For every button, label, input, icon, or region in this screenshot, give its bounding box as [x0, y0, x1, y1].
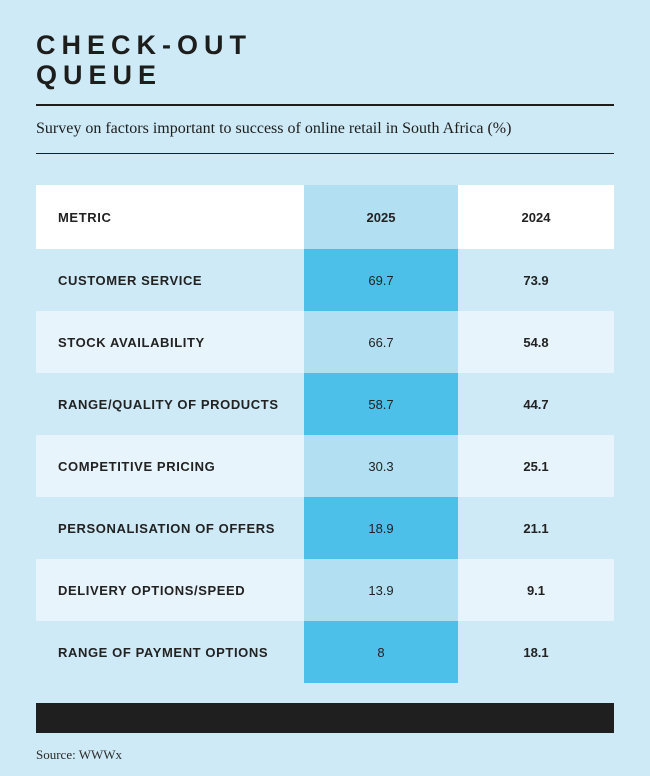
row-value-2024: 18.1 — [523, 644, 549, 660]
row-metric-label: STOCK AVAILABILITY — [36, 311, 304, 373]
footer-bar — [36, 703, 614, 733]
divider-top — [36, 104, 614, 106]
page-title-line-1: CHECK-OUT — [36, 30, 252, 60]
source-attribution: Source: WWWx — [36, 747, 123, 762]
column-header-2025: 2025 — [304, 185, 458, 249]
divider-bottom — [36, 152, 614, 154]
chart-subtitle: Survey on factors important to success o… — [36, 119, 512, 137]
row-value-2024: 9.1 — [458, 559, 614, 621]
row-value-2025: 13.9 — [304, 559, 458, 621]
row-value-2025: 30.3 — [304, 435, 458, 497]
row-value-2024: 73.9 — [523, 272, 549, 288]
row-value-2025: 69.7 — [304, 249, 458, 311]
row-value-2025: 58.7 — [304, 373, 458, 435]
row-value-2024: 44.7 — [523, 396, 549, 412]
row-metric-label: CUSTOMER SERVICE — [58, 272, 203, 288]
column-header-metric: METRIC — [36, 185, 304, 249]
page-title-line-2: QUEUE — [36, 60, 163, 90]
row-value-2025: 18.9 — [304, 497, 458, 559]
row-value-2024: 21.1 — [523, 520, 549, 536]
column-header-2024: 2024 — [458, 185, 614, 249]
row-value-2024: 25.1 — [458, 435, 614, 497]
page-title: CHECK-OUT QUEUE — [36, 0, 614, 90]
row-value-2024: 54.8 — [458, 311, 614, 373]
data-table: METRIC 2025 2024 CUSTOMER SERVICE 69.7 7… — [36, 185, 614, 683]
row-metric-label: RANGE/QUALITY OF PRODUCTS — [58, 396, 279, 412]
row-metric-label: COMPETITIVE PRICING — [36, 435, 304, 497]
row-value-2025: 66.7 — [304, 311, 458, 373]
row-value-2025: 8 — [304, 621, 458, 683]
row-metric-label: RANGE OF PAYMENT OPTIONS — [58, 644, 269, 660]
row-metric-label: DELIVERY OPTIONS/SPEED — [36, 559, 304, 621]
row-metric-label: PERSONALISATION OF OFFERS — [58, 520, 275, 536]
